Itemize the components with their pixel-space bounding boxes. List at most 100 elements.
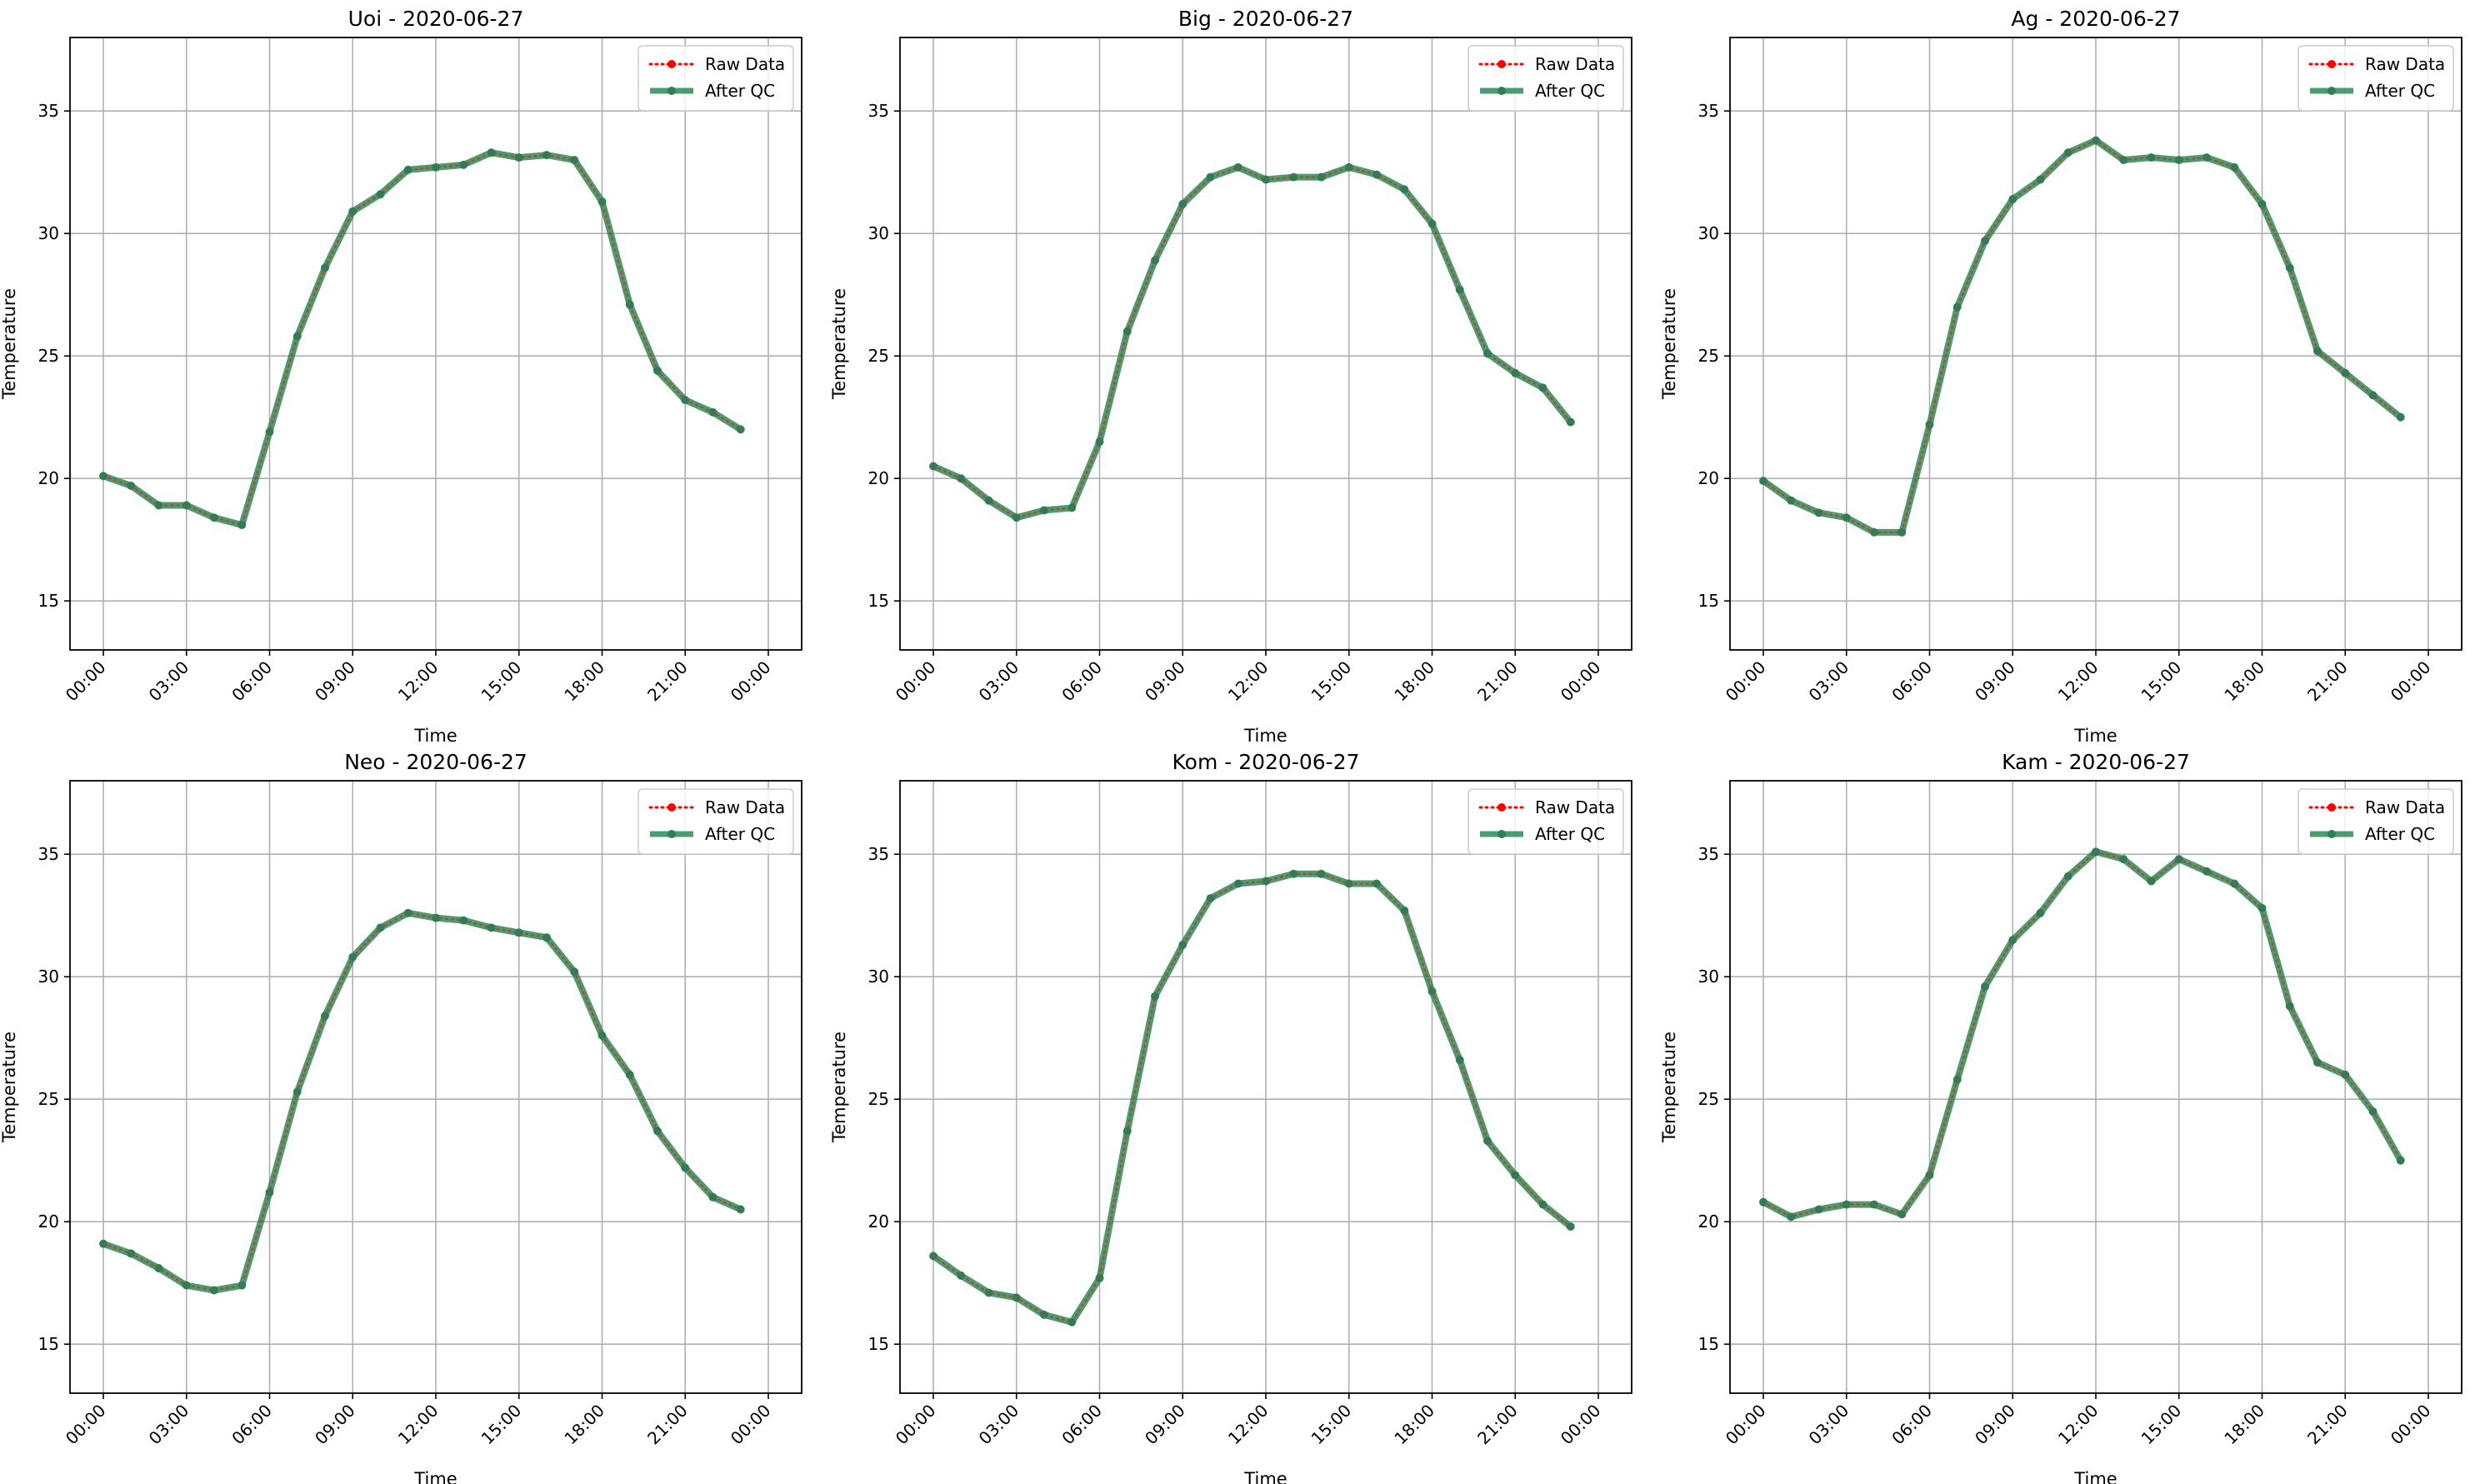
after-qc-point xyxy=(957,1271,966,1280)
subplot-5: 15 20 25 30 35 00:00 03:00 06:00 09:00 12:00 15:00… xyxy=(829,750,1632,1484)
after-qc-point xyxy=(542,933,551,942)
legend-after-qc-label: After QC xyxy=(1535,81,1605,101)
after-qc-point xyxy=(1511,1171,1520,1180)
y-tick-label: 35 xyxy=(868,101,889,121)
after-qc-point xyxy=(2119,855,2128,864)
after-qc-point xyxy=(1262,877,1270,886)
after-qc-point xyxy=(1040,1310,1048,1319)
x-tick-label: 15:00 xyxy=(478,1401,526,1449)
after-qc-point xyxy=(570,967,579,977)
x-tick-label: 18:00 xyxy=(560,657,608,706)
y-tick-label: 20 xyxy=(868,1212,889,1232)
chart-title: Kom - 2020-06-27 xyxy=(1172,750,1360,774)
y-axis-label: Temperature xyxy=(829,288,849,400)
x-tick-label: 15:00 xyxy=(1308,1401,1356,1449)
after-qc-point xyxy=(2396,1156,2405,1165)
after-qc-point xyxy=(1372,170,1381,179)
after-qc-point xyxy=(1759,1197,1768,1207)
after-qc-point xyxy=(2092,847,2100,857)
after-qc-point xyxy=(1787,1212,1796,1222)
after-qc-point xyxy=(2092,136,2100,145)
x-tick-label: 18:00 xyxy=(1390,1401,1438,1449)
x-tick-label: 03:00 xyxy=(975,1401,1023,1449)
after-qc-point xyxy=(1122,1127,1132,1136)
after-qc-point xyxy=(1400,906,1409,915)
after-qc-point xyxy=(1289,172,1298,182)
after-qc-point xyxy=(929,462,938,471)
after-qc-point xyxy=(929,1252,938,1261)
legend-raw-data-marker xyxy=(1498,60,1506,68)
x-tick-label: 06:00 xyxy=(1058,1401,1106,1449)
series-line-raw-data xyxy=(932,166,1572,519)
x-tick-label: 15:00 xyxy=(2138,1401,2186,1449)
legend-box xyxy=(1468,45,1624,112)
after-qc-point xyxy=(514,928,523,937)
y-tick-label: 15 xyxy=(1698,1334,1719,1354)
legend-raw-data-marker xyxy=(1498,803,1506,812)
after-qc-point xyxy=(348,952,358,962)
series-line-raw-data xyxy=(932,872,1572,1324)
legend-after-qc-label: After QC xyxy=(705,81,775,101)
after-qc-point xyxy=(182,1281,191,1290)
after-qc-point xyxy=(2202,867,2211,876)
x-tick-label: 06:00 xyxy=(228,657,276,706)
after-qc-point xyxy=(265,427,274,437)
after-qc-point xyxy=(1566,417,1575,427)
after-qc-point xyxy=(2008,195,2018,204)
legend-after-qc-marker xyxy=(1498,87,1506,95)
x-tick-label: 00:00 xyxy=(892,1401,940,1449)
y-tick-label: 25 xyxy=(1698,346,1719,366)
legend-box xyxy=(2298,45,2454,112)
after-qc-point xyxy=(1178,199,1188,208)
after-qc-point xyxy=(1842,1200,1851,1209)
y-tick-label: 30 xyxy=(868,967,889,987)
x-tick-label: 00:00 xyxy=(1557,1401,1605,1449)
after-qc-point xyxy=(2368,1107,2378,1116)
y-tick-label: 35 xyxy=(1698,101,1719,121)
after-qc-point xyxy=(1344,162,1353,172)
x-tick-label: 15:00 xyxy=(2138,657,2186,706)
legend-raw-data-label: Raw Data xyxy=(2365,797,2445,817)
legend: Raw Data After QC xyxy=(1468,788,1624,855)
series-line-raw-data xyxy=(102,912,742,1292)
x-tick-label: 00:00 xyxy=(2387,657,2435,706)
after-qc-point xyxy=(1262,175,1270,184)
legend: Raw Data After QC xyxy=(2298,788,2454,855)
legend-raw-data-marker xyxy=(668,803,676,812)
legend-raw-data-label: Raw Data xyxy=(705,54,785,74)
after-qc-point xyxy=(736,1205,745,1214)
x-tick-label: 06:00 xyxy=(1888,1401,1936,1449)
legend-after-qc-marker xyxy=(668,87,676,95)
legend-box xyxy=(638,45,794,112)
y-tick-label: 15 xyxy=(868,591,889,611)
after-qc-point xyxy=(1289,869,1298,878)
after-qc-point xyxy=(403,165,412,174)
after-qc-point xyxy=(1012,513,1021,522)
legend-after-qc-marker xyxy=(668,830,676,838)
axes-frame xyxy=(1729,37,2462,651)
x-tick-label: 06:00 xyxy=(228,1401,276,1449)
after-qc-point xyxy=(1483,349,1492,358)
legend-raw-data-label: Raw Data xyxy=(1535,797,1615,817)
y-tick-label: 20 xyxy=(1698,468,1719,488)
legend-raw-data-label: Raw Data xyxy=(705,797,785,817)
y-tick-label: 20 xyxy=(1698,1212,1719,1232)
x-axis-label: Time xyxy=(1243,726,1287,746)
legend-after-qc-label: After QC xyxy=(2365,81,2435,101)
x-tick-label: 03:00 xyxy=(145,1401,193,1449)
x-tick-label: 00:00 xyxy=(2387,1401,2435,1449)
after-qc-point xyxy=(1428,219,1437,228)
y-tick-label: 25 xyxy=(1698,1089,1719,1109)
axes-frame xyxy=(899,37,1632,651)
after-qc-point xyxy=(2258,199,2267,208)
after-qc-point xyxy=(1428,987,1437,996)
after-qc-point xyxy=(2147,153,2156,162)
x-tick-label: 21:00 xyxy=(643,657,692,706)
after-qc-point xyxy=(2313,1058,2322,1067)
legend-raw-data-label: Raw Data xyxy=(1535,54,1615,74)
x-tick-label: 18:00 xyxy=(2220,657,2268,706)
after-qc-point xyxy=(487,148,496,157)
after-qc-point xyxy=(348,207,358,216)
after-qc-point xyxy=(1952,302,1962,312)
